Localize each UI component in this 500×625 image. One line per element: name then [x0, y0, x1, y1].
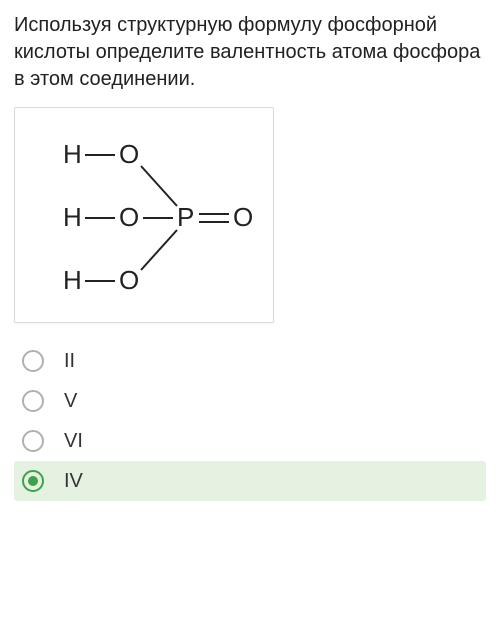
option-label: V [64, 391, 77, 411]
option-3[interactable]: IV [14, 461, 486, 501]
atom-H1: H [63, 139, 82, 169]
radio-icon [22, 350, 44, 372]
options-list: II V VI IV [14, 341, 486, 501]
atom-O2: O [119, 202, 139, 232]
radio-icon [22, 470, 44, 492]
radio-icon [22, 430, 44, 452]
bond-O3-P [141, 230, 177, 270]
option-1[interactable]: V [14, 381, 486, 421]
option-label: IV [64, 471, 83, 491]
atom-H3: H [63, 265, 82, 295]
radio-icon [22, 390, 44, 412]
structural-formula-diagram: H O H O P O H O [14, 107, 274, 323]
atom-O1: O [119, 139, 139, 169]
atom-P: P [177, 202, 194, 232]
atom-O4: O [233, 202, 253, 232]
option-label: II [64, 351, 75, 371]
atom-H2: H [63, 202, 82, 232]
bond-O1-P [141, 166, 177, 206]
atom-O3: O [119, 265, 139, 295]
question-text: Используя структурную формулу фосфорной … [14, 12, 486, 93]
option-2[interactable]: VI [14, 421, 486, 461]
option-label: VI [64, 431, 83, 451]
option-0[interactable]: II [14, 341, 486, 381]
